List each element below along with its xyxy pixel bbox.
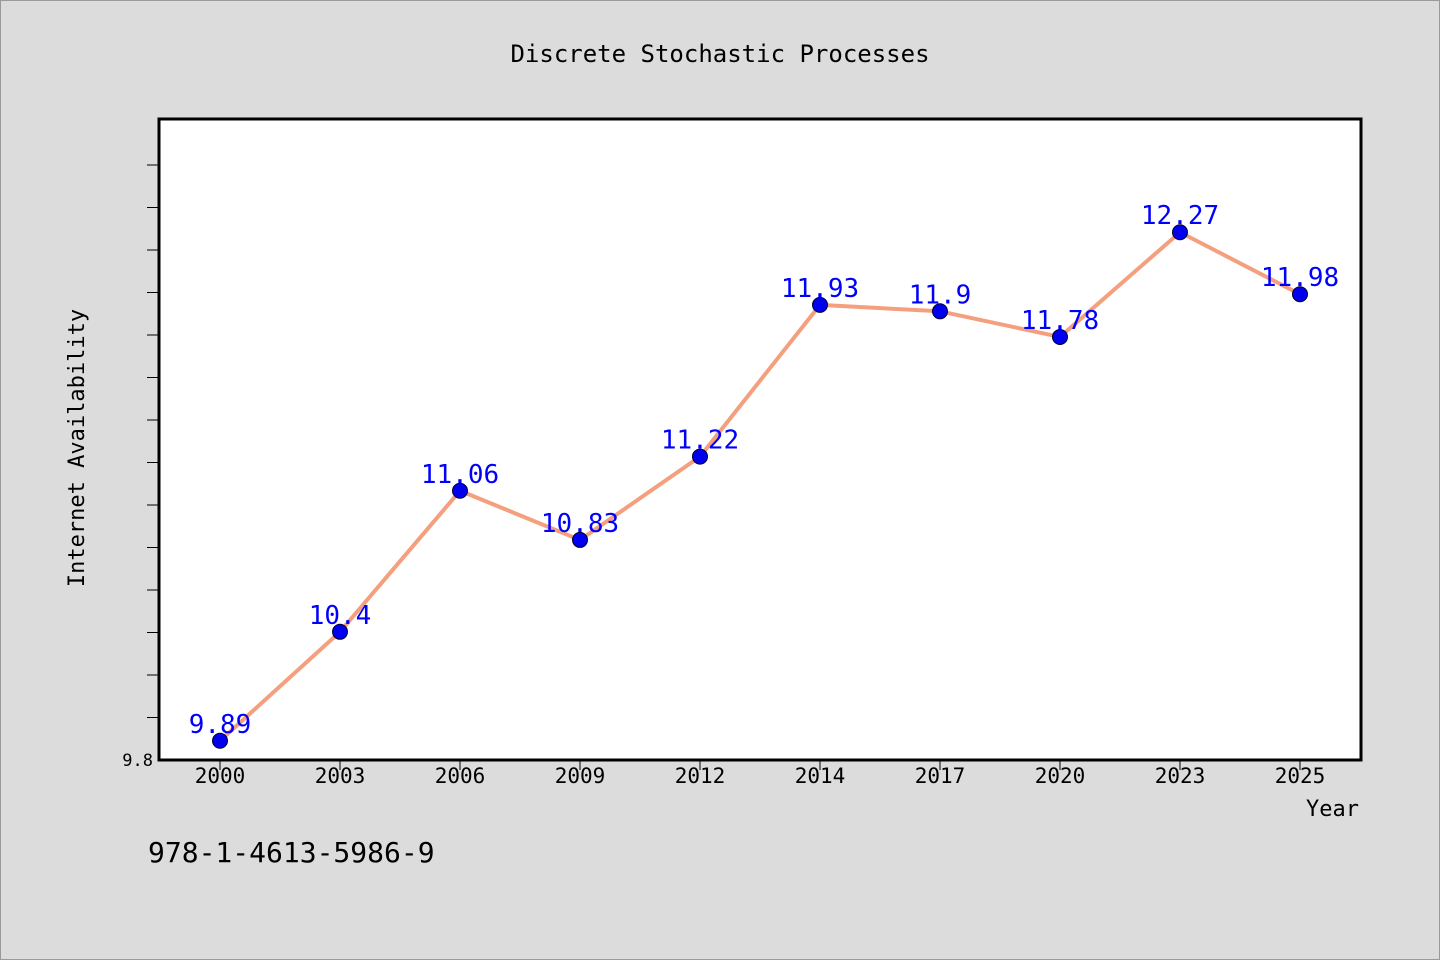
x-tick-label: 2020 bbox=[1035, 764, 1086, 788]
data-point-marker bbox=[692, 448, 708, 465]
data-label: 11.06 bbox=[421, 460, 499, 490]
data-label: 10.83 bbox=[541, 509, 619, 539]
data-markers bbox=[212, 224, 1308, 749]
data-label: 11.9 bbox=[909, 280, 972, 310]
data-point-marker bbox=[812, 296, 828, 313]
data-point-marker bbox=[1172, 224, 1188, 241]
data-label: 9.89 bbox=[189, 710, 252, 740]
y-axis-minor-ticks bbox=[147, 164, 159, 718]
data-point-marker bbox=[212, 732, 228, 749]
isbn-text: 978-1-4613-5986-9 bbox=[148, 836, 435, 869]
data-label: 11.22 bbox=[661, 426, 739, 456]
data-point-marker bbox=[1292, 286, 1308, 303]
data-point-marker bbox=[1052, 328, 1068, 345]
y-axis-label: Internet Availability bbox=[65, 309, 90, 587]
x-axis-ticks bbox=[219, 760, 1301, 770]
x-tick-label: 2025 bbox=[1275, 764, 1326, 788]
x-tick-label: 2014 bbox=[795, 764, 846, 788]
data-point-marker bbox=[332, 623, 348, 640]
data-point-marker bbox=[932, 303, 948, 320]
x-axis-label: Year bbox=[1306, 797, 1359, 822]
plot-area bbox=[157, 117, 1363, 762]
data-label: 11.93 bbox=[781, 274, 859, 304]
x-tick-label: 2006 bbox=[435, 764, 486, 788]
y-tick-label: 9.8 bbox=[122, 751, 153, 771]
x-tick-label: 2003 bbox=[315, 764, 366, 788]
x-axis-tick-labels: 2000 2003 2006 2009 2012 2014 2017 2020 2023 2025 bbox=[195, 764, 1326, 788]
series-line bbox=[218, 230, 1301, 743]
y-axis-tick-labels: 9.8 bbox=[122, 751, 153, 771]
data-point-marker bbox=[452, 482, 468, 499]
x-tick-label: 2000 bbox=[195, 764, 246, 788]
data-label: 11.98 bbox=[1261, 263, 1339, 293]
data-point-marker bbox=[572, 531, 588, 548]
data-label: 10.4 bbox=[309, 601, 372, 631]
data-labels: 9.89 10.4 11.06 10.83 11.22 11.93 11.9 11.78 12.… bbox=[189, 201, 1339, 740]
x-tick-label: 2023 bbox=[1155, 764, 1206, 788]
x-tick-label: 2017 bbox=[915, 764, 966, 788]
x-tick-label: 2009 bbox=[555, 764, 606, 788]
x-tick-label: 2012 bbox=[675, 764, 726, 788]
data-label: 11.78 bbox=[1021, 306, 1099, 336]
data-label: 12.27 bbox=[1141, 201, 1219, 231]
chart-title: Discrete Stochastic Processes bbox=[510, 40, 929, 68]
